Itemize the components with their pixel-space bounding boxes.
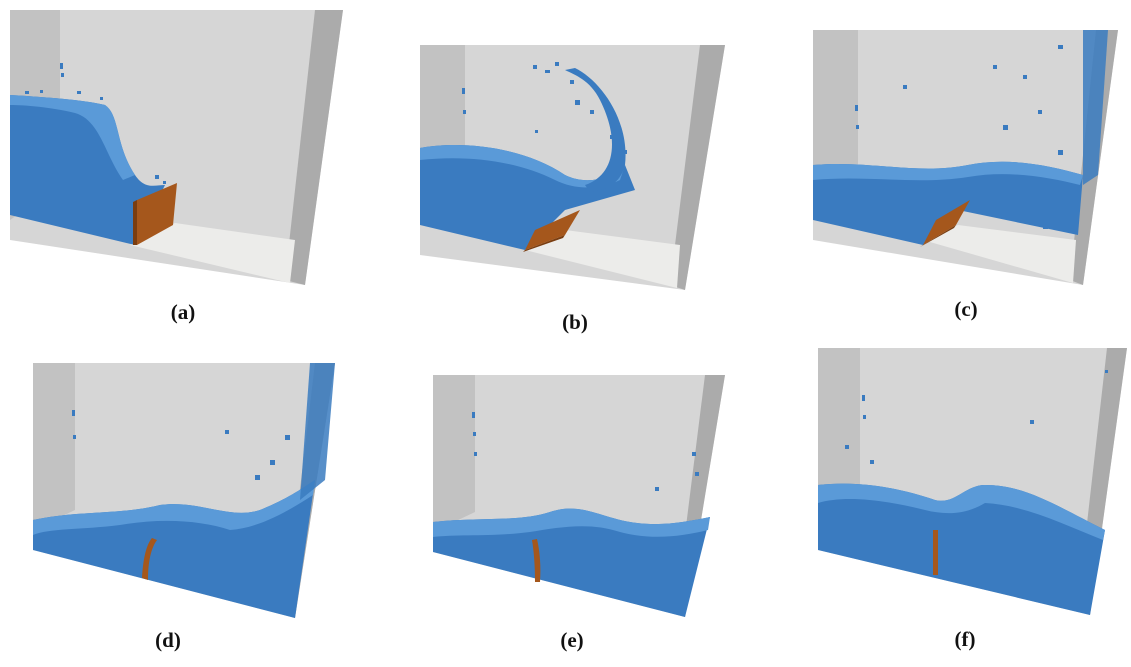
panel-e: (e)	[430, 372, 780, 667]
gate	[137, 183, 177, 245]
simulation-image-e	[433, 375, 725, 617]
caption-e: (e)	[560, 628, 584, 652]
tank-left-wall	[818, 348, 860, 520]
gate	[933, 530, 938, 575]
water-right-splash	[300, 363, 335, 500]
panel-a: (a)	[5, 5, 355, 324]
simulation-image-b	[420, 45, 725, 290]
water-body	[10, 95, 165, 245]
water-droplets	[845, 370, 1108, 464]
tank-floor	[525, 230, 680, 288]
water-surface	[813, 161, 1083, 185]
water-surface	[818, 483, 1105, 540]
gate	[525, 210, 580, 250]
simulation-image-a	[10, 10, 343, 285]
caption-f: (f)	[954, 627, 976, 651]
water-droplets	[462, 62, 627, 154]
simulation-image-f	[818, 348, 1127, 615]
water-droplets	[25, 63, 166, 184]
caption-d: (d)	[155, 628, 181, 652]
water-body	[818, 483, 1105, 615]
panel-f: (f)	[815, 345, 1131, 651]
water-right-splash	[1083, 30, 1108, 185]
gate	[532, 539, 541, 582]
simulation-image-c	[813, 30, 1118, 285]
tank-left-wall	[433, 375, 475, 532]
tank-floor	[130, 223, 295, 283]
panel-c: (c)	[808, 25, 1131, 321]
tank-right-wall	[670, 45, 725, 290]
caption-c: (c)	[954, 297, 978, 321]
tank-floor	[923, 225, 1076, 283]
tank-left-wall	[33, 363, 75, 530]
panel-b: (b)	[415, 40, 765, 335]
gate	[923, 200, 970, 245]
caption-a: (a)	[170, 300, 196, 324]
water-surface	[420, 145, 625, 188]
gate-edge	[920, 225, 956, 247]
water-surface	[33, 480, 315, 535]
water-droplets	[72, 410, 290, 540]
water-jet	[565, 68, 626, 192]
water-body	[813, 161, 1083, 245]
water-body	[420, 145, 635, 250]
gate	[142, 538, 157, 580]
simulation-image-d	[33, 363, 335, 618]
tank-left-wall	[813, 30, 858, 200]
gate-edge	[133, 200, 137, 245]
water-droplets	[472, 412, 699, 491]
gate-edge	[523, 235, 565, 252]
caption-b: (b)	[562, 310, 588, 334]
water-surface	[433, 508, 710, 537]
panel-d: (d)	[30, 360, 380, 655]
tank-right-wall	[285, 10, 343, 285]
water-droplets	[855, 45, 1063, 229]
water-surface	[10, 95, 135, 180]
